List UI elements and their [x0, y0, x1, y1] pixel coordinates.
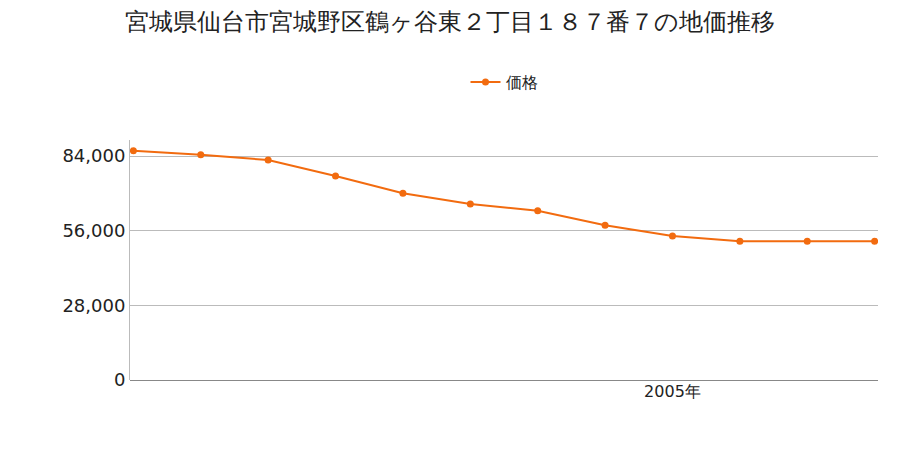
svg-text:56,000: 56,000 — [62, 220, 125, 241]
svg-text:28,000: 28,000 — [62, 295, 125, 316]
svg-text:84,000: 84,000 — [62, 145, 125, 166]
svg-text:宮城県仙台市宮城野区鶴ヶ谷東２丁目１８７番７の地価推移: 宮城県仙台市宮城野区鶴ヶ谷東２丁目１８７番７の地価推移 — [125, 8, 775, 36]
svg-text:価格: 価格 — [506, 73, 538, 92]
svg-text:2005年: 2005年 — [644, 382, 701, 401]
svg-text:0: 0 — [114, 369, 125, 390]
